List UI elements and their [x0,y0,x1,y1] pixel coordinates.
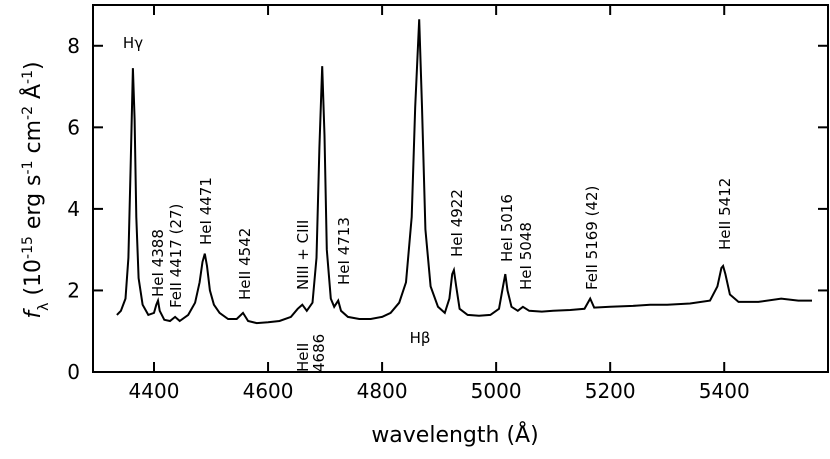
x-tick-label: 4400 [129,379,180,403]
line-annotation: HeI 4388 [149,229,167,297]
y-label-part: erg s [21,174,46,236]
x-tick-label: 4600 [243,379,294,403]
spectrum-line [116,19,812,325]
line-annotation: HeI 4471 [197,177,215,245]
y-label-part: f [21,308,46,319]
y-axis-label: fλ (10-15 erg s-1 cm-2 Å-1) [19,61,52,318]
x-tick-label: 5200 [585,379,636,403]
y-label-part: -1 [20,70,36,84]
y-label-part: λ [36,303,52,311]
x-tick-label: 4800 [357,379,408,403]
line-annotation: NIII + CIII [294,220,312,290]
line-annotation: HeII [294,343,312,372]
x-tick-label: 5000 [471,379,522,403]
line-annotation: HeII 4542 [236,228,254,300]
y-tick-label: 6 [67,115,80,139]
y-label-part: ) [21,61,46,70]
line-annotation: HeI 5048 [517,222,535,290]
line-annotation: 4686 [310,334,328,372]
y-label-part: Å [19,84,46,106]
plot-frame [92,4,829,373]
line-annotation: HeI 4922 [448,189,466,257]
line-annotation: HeI 4713 [335,217,353,285]
line-annotation: Hγ [123,34,143,52]
y-tick-label: 0 [67,360,80,384]
x-tick-label: 5400 [699,379,750,403]
line-annotation: FeII 4417 (27) [167,204,185,308]
y-label-part: -2 [20,106,36,120]
y-label-part: cm [21,120,46,161]
line-annotation: HeII 5412 [716,178,734,250]
line-annotation: Hβ [410,329,431,347]
line-annotation: HeI 5016 [498,194,516,262]
y-label-part: (10 [21,259,46,303]
y-tick-label: 4 [67,197,80,221]
y-tick-label: 8 [67,34,80,58]
y-tick-label: 2 [67,278,80,302]
x-axis-label: wavelength (Å) [371,421,538,448]
line-annotation: FeII 5169 (42) [583,186,601,290]
y-label-part: -15 [20,236,36,259]
y-label-part: -1 [20,161,36,175]
